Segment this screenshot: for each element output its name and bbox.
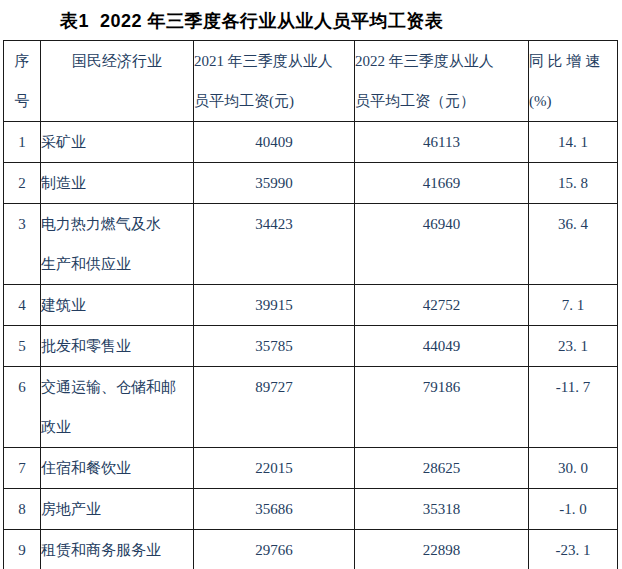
cell-wage-2021: 35990 xyxy=(194,163,355,204)
cell-wage-2022: 44049 xyxy=(355,326,529,367)
cell-industry: 批发和零售业 xyxy=(41,326,194,367)
table-row: 6交通运输、仓储和邮 政业8972779186-11. 7 xyxy=(4,367,618,448)
cell-growth-rate: 36. 4 xyxy=(529,204,618,285)
table-title: 表1 2022 年三季度各行业从业人员平均工资表 xyxy=(60,9,622,33)
cell-seq-number: 3 xyxy=(4,204,41,285)
cell-industry: 电力热力燃气及水 生产和供应业 xyxy=(41,204,194,285)
cell-wage-2021: 29766 xyxy=(194,530,355,569)
header-row: 序 号 国民经济行业 2021 年三季度从业人 员平均工资(元) 2022 年三… xyxy=(4,41,618,122)
cell-wage-2022: 41669 xyxy=(355,163,529,204)
cell-growth-rate: -1. 0 xyxy=(529,489,618,530)
cell-wage-2021: 22015 xyxy=(194,448,355,489)
table-row: 8房地产业3568635318-1. 0 xyxy=(4,489,618,530)
table-row: 7住宿和餐饮业220152862530. 0 xyxy=(4,448,618,489)
cell-industry: 交通运输、仓储和邮 政业 xyxy=(41,367,194,448)
cell-wage-2021: 40409 xyxy=(194,122,355,163)
cell-wage-2022: 46940 xyxy=(355,204,529,285)
table-body: 1采矿业404094611314. 12制造业359904166915. 83电… xyxy=(4,122,618,569)
cell-industry: 建筑业 xyxy=(41,285,194,326)
cell-wage-2022: 28625 xyxy=(355,448,529,489)
header-wage-2022: 2022 年三季度从业人 员平均工资（元） xyxy=(355,41,529,122)
table-row: 1采矿业404094611314. 1 xyxy=(4,122,618,163)
wage-table: 序 号 国民经济行业 2021 年三季度从业人 员平均工资(元) 2022 年三… xyxy=(3,40,618,569)
cell-industry: 制造业 xyxy=(41,163,194,204)
cell-wage-2022: 35318 xyxy=(355,489,529,530)
cell-growth-rate: 30. 0 xyxy=(529,448,618,489)
cell-industry: 采矿业 xyxy=(41,122,194,163)
cell-growth-rate: 7. 1 xyxy=(529,285,618,326)
cell-wage-2021: 35785 xyxy=(194,326,355,367)
table-row: 5批发和零售业357854404923. 1 xyxy=(4,326,618,367)
table-row: 3电力热力燃气及水 生产和供应业344234694036. 4 xyxy=(4,204,618,285)
document-page: 表1 2022 年三季度各行业从业人员平均工资表 序 号 国民经济行业 2021… xyxy=(0,0,622,569)
cell-seq-number: 5 xyxy=(4,326,41,367)
cell-seq-number: 9 xyxy=(4,530,41,569)
cell-wage-2021: 34423 xyxy=(194,204,355,285)
cell-wage-2022: 22898 xyxy=(355,530,529,569)
cell-wage-2022: 42752 xyxy=(355,285,529,326)
cell-seq-number: 8 xyxy=(4,489,41,530)
table-row: 4建筑业39915427527. 1 xyxy=(4,285,618,326)
cell-growth-rate: 15. 8 xyxy=(529,163,618,204)
header-industry: 国民经济行业 xyxy=(41,41,194,122)
cell-seq-number: 6 xyxy=(4,367,41,448)
cell-industry: 房地产业 xyxy=(41,489,194,530)
cell-industry: 租赁和商务服务业 xyxy=(41,530,194,569)
cell-wage-2021: 35686 xyxy=(194,489,355,530)
cell-growth-rate: 14. 1 xyxy=(529,122,618,163)
header-seq-number: 序 号 xyxy=(4,41,41,122)
cell-wage-2021: 89727 xyxy=(194,367,355,448)
cell-seq-number: 4 xyxy=(4,285,41,326)
header-wage-2021: 2021 年三季度从业人 员平均工资(元) xyxy=(194,41,355,122)
table-row: 2制造业359904166915. 8 xyxy=(4,163,618,204)
cell-seq-number: 2 xyxy=(4,163,41,204)
cell-growth-rate: -11. 7 xyxy=(529,367,618,448)
header-growth-rate: 同 比 增 速 (%) xyxy=(529,41,618,122)
cell-seq-number: 1 xyxy=(4,122,41,163)
cell-growth-rate: 23. 1 xyxy=(529,326,618,367)
cell-growth-rate: -23. 1 xyxy=(529,530,618,569)
cell-wage-2022: 46113 xyxy=(355,122,529,163)
cell-industry: 住宿和餐饮业 xyxy=(41,448,194,489)
table-row: 9租赁和商务服务业2976622898-23. 1 xyxy=(4,530,618,569)
cell-wage-2021: 39915 xyxy=(194,285,355,326)
cell-wage-2022: 79186 xyxy=(355,367,529,448)
cell-seq-number: 7 xyxy=(4,448,41,489)
